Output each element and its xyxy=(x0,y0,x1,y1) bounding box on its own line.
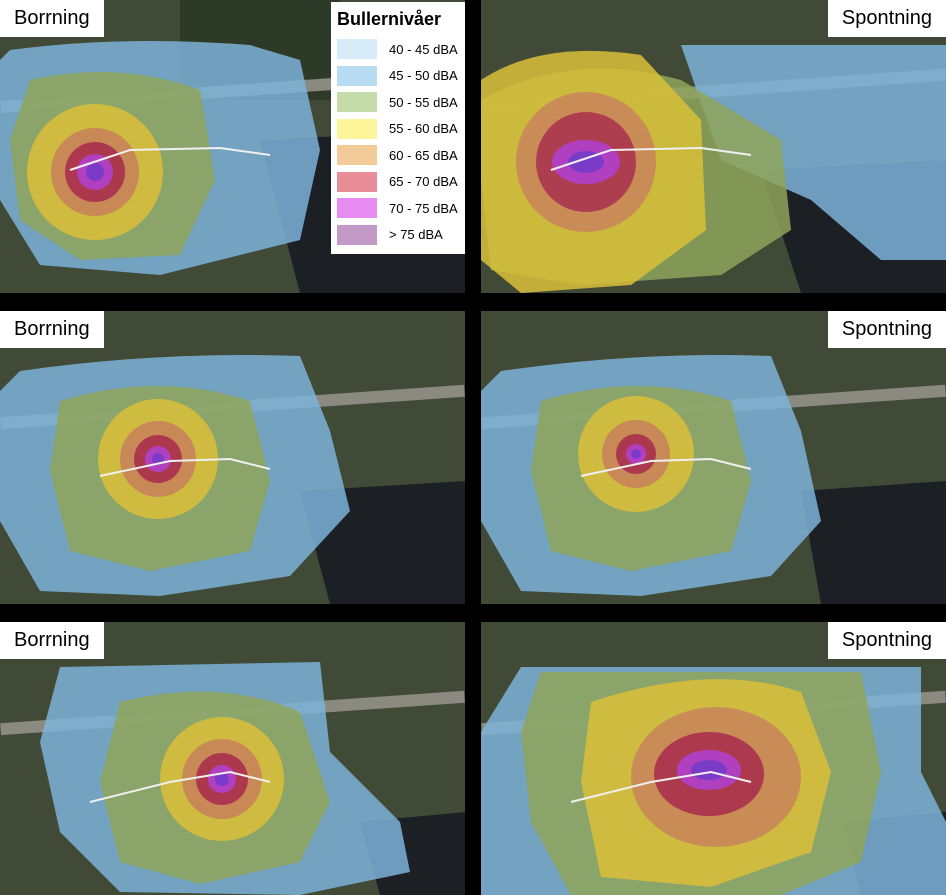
legend-label: 45 - 50 dBA xyxy=(389,68,458,84)
legend-item: 60 - 65 dBA xyxy=(331,142,465,169)
map-panel-3: Borrning xyxy=(0,311,465,604)
noise-map-6 xyxy=(481,622,946,895)
legend-item: 65 - 70 dBA xyxy=(331,169,465,196)
legend-item: 40 - 45 dBA xyxy=(331,36,465,63)
legend-swatch xyxy=(337,198,377,219)
map-panel-1: Borrning Bullernivåer 40 - 45 dBA 45 - 5… xyxy=(0,0,465,293)
legend-swatch xyxy=(337,92,377,113)
legend-item: > 75 dBA xyxy=(331,222,465,249)
panel-label: Spontning xyxy=(827,0,946,37)
panel-label: Spontning xyxy=(827,311,946,348)
noise-map-4 xyxy=(481,311,946,604)
noise-map-3 xyxy=(0,311,465,604)
map-panel-6: Spontning xyxy=(481,622,946,895)
legend-item: 70 - 75 dBA xyxy=(331,195,465,222)
legend-swatch xyxy=(337,171,377,192)
panel-label: Borrning xyxy=(0,311,104,348)
map-panel-5: Borrning xyxy=(0,622,465,895)
legend: Bullernivåer 40 - 45 dBA 45 - 50 dBA 50 … xyxy=(331,2,465,254)
legend-swatch xyxy=(337,65,377,86)
legend-label: 50 - 55 dBA xyxy=(389,94,458,110)
legend-item: 45 - 50 dBA xyxy=(331,63,465,90)
map-panel-2: Spontning xyxy=(481,0,946,293)
legend-label: 70 - 75 dBA xyxy=(389,200,458,216)
panel-label: Spontning xyxy=(827,622,946,659)
legend-swatch xyxy=(337,224,377,245)
legend-swatch xyxy=(337,145,377,166)
panel-label: Borrning xyxy=(0,622,104,659)
legend-label: > 75 dBA xyxy=(389,227,443,243)
legend-label: 40 - 45 dBA xyxy=(389,41,458,57)
legend-label: 65 - 70 dBA xyxy=(389,174,458,190)
legend-swatch xyxy=(337,118,377,139)
legend-label: 55 - 60 dBA xyxy=(389,121,458,137)
noise-map-5 xyxy=(0,622,465,895)
legend-label: 60 - 65 dBA xyxy=(389,147,458,163)
legend-item: 55 - 60 dBA xyxy=(331,116,465,143)
legend-title: Bullernivåer xyxy=(337,9,442,29)
noise-map-2 xyxy=(481,0,946,293)
map-panel-4: Spontning xyxy=(481,311,946,604)
legend-swatch xyxy=(337,39,377,60)
panel-label: Borrning xyxy=(0,0,104,37)
legend-item: 50 - 55 dBA xyxy=(331,89,465,116)
